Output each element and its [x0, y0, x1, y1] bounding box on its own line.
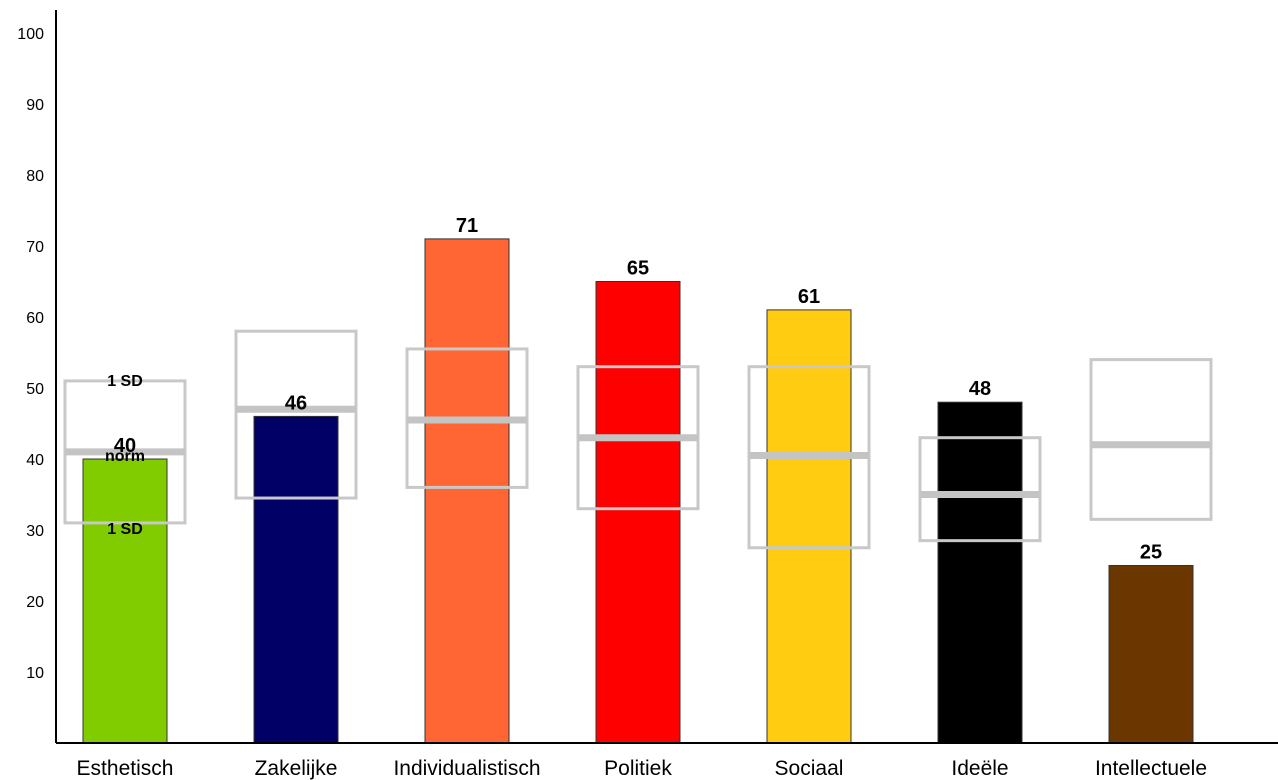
category-label: Intellectuele	[1095, 757, 1207, 780]
norm-sd-box	[234, 329, 358, 500]
y-axis-ticks: 10 20 30 40 50 60 70 80 90 100	[17, 26, 44, 682]
y-tick-label: 100	[17, 26, 44, 43]
annotation-sd-lower: 1 SD	[107, 521, 143, 538]
category-label: Sociaal	[775, 757, 844, 780]
value-label: 40	[114, 435, 136, 457]
y-tick-label: 50	[26, 381, 44, 398]
value-labels: 40 46 71 65 61 48 25	[114, 215, 1162, 564]
y-tick-label: 90	[26, 97, 44, 114]
y-tick-label: 70	[26, 239, 44, 256]
annotation-sd-upper: 1 SD	[107, 373, 143, 390]
bar	[82, 458, 168, 744]
category-labels: Esthetisch Zakelijke Individualistisch Poli…	[77, 757, 1207, 780]
category-label: Politiek	[604, 757, 672, 780]
value-label: 48	[969, 378, 991, 400]
y-tick-label: 40	[26, 452, 44, 469]
y-tick-label: 20	[26, 594, 44, 611]
value-label: 25	[1140, 542, 1162, 564]
bars	[82, 238, 1194, 744]
bar	[937, 401, 1023, 744]
norm-annotations: 1 SD norm 1 SD	[105, 373, 145, 538]
value-label: 61	[798, 286, 820, 308]
bar	[424, 238, 510, 744]
category-label: Zakelijke	[255, 757, 338, 780]
value-label: 65	[627, 258, 649, 280]
bar	[253, 415, 339, 744]
y-tick-label: 60	[26, 310, 44, 327]
norm-sd-box	[1089, 358, 1213, 521]
bar	[1108, 565, 1194, 744]
y-tick-label: 30	[26, 523, 44, 540]
bar	[595, 281, 681, 744]
value-label: 46	[285, 392, 307, 414]
annotation-norm: norm	[105, 448, 145, 465]
value-label: 71	[456, 215, 478, 237]
bar	[766, 309, 852, 744]
norm-sd-box	[918, 436, 1042, 543]
norm-boxes	[63, 329, 1213, 550]
category-label: Esthetisch	[77, 757, 174, 780]
y-tick-label: 10	[26, 665, 44, 682]
category-label: Ideële	[951, 757, 1008, 780]
y-tick-label: 80	[26, 168, 44, 185]
category-label: Individualistisch	[393, 757, 540, 780]
